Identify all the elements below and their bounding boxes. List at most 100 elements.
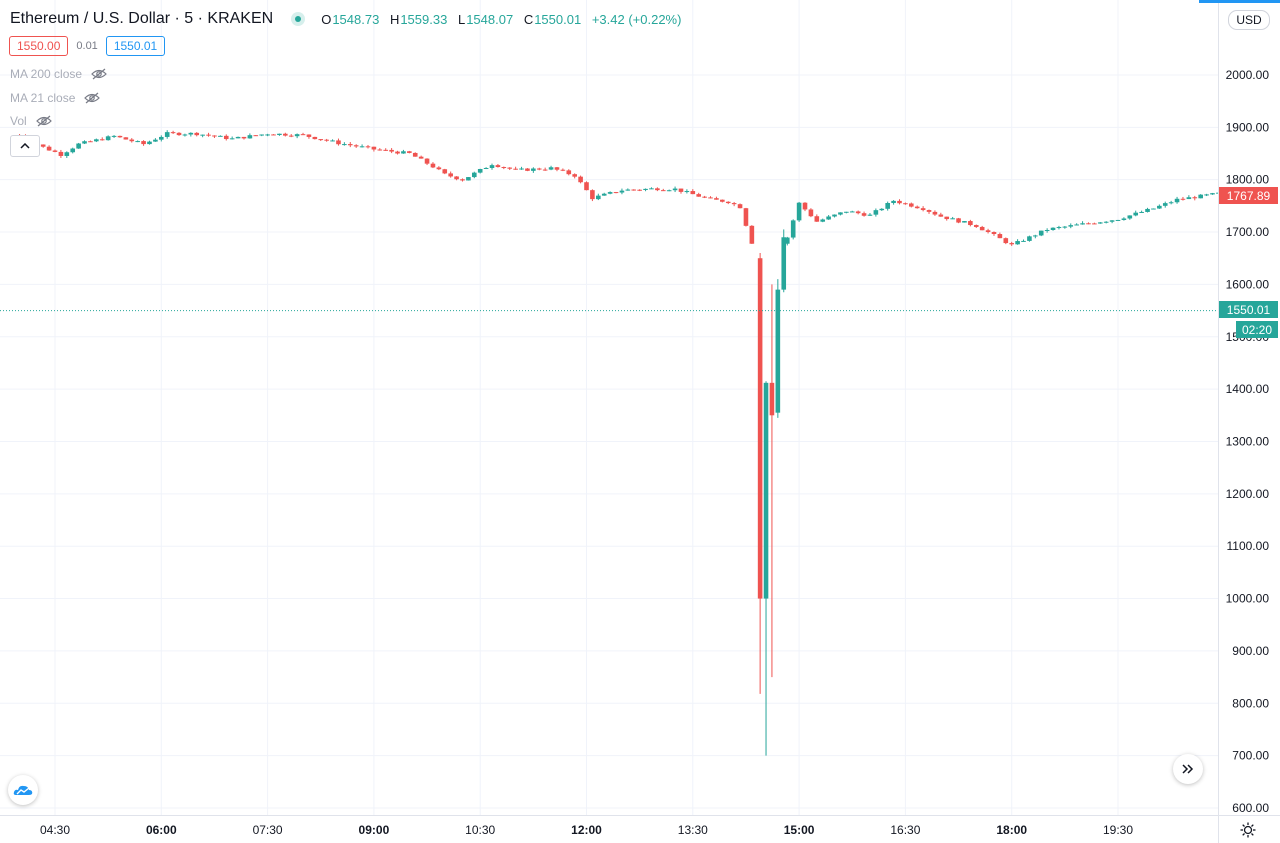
indicator-ma200[interactable]: MA 200 close (10, 67, 107, 81)
open-value: 1548.73 (332, 11, 380, 27)
candle (117, 135, 123, 138)
candle (590, 190, 595, 200)
x-tick-label: 19:30 (1103, 823, 1133, 837)
y-tick-label: 800.00 (1232, 696, 1269, 710)
candle (979, 226, 985, 231)
candle (466, 177, 471, 181)
candle (442, 169, 448, 174)
symbol-title[interactable]: Ethereum / U.S. Dollar · 5 · KRAKEN (10, 10, 274, 27)
close-value: 1550.01 (534, 11, 582, 27)
eye-off-icon[interactable] (91, 68, 107, 80)
spread-value: 0.01 (76, 40, 98, 52)
open-label: O (321, 11, 332, 27)
candle (1074, 224, 1079, 226)
y-tick-label: 900.00 (1232, 644, 1269, 658)
candle (253, 135, 259, 137)
candle (294, 134, 300, 137)
candle (501, 167, 507, 169)
candle (690, 191, 696, 195)
candle (1210, 193, 1215, 195)
candle (891, 200, 896, 204)
candle (1033, 235, 1038, 237)
buy-button[interactable]: 1550.01 (105, 36, 166, 56)
candle (531, 168, 536, 171)
x-tick-label: 18:00 (996, 823, 1027, 837)
candle (448, 173, 453, 177)
candle (1038, 230, 1044, 236)
candle (1121, 218, 1127, 220)
candle (129, 139, 135, 142)
crash-candle (775, 289, 781, 413)
candle (1168, 202, 1174, 204)
candle (105, 136, 111, 141)
candle (879, 208, 885, 211)
gear-icon (1240, 822, 1256, 838)
candle (507, 167, 513, 169)
crash-candle (781, 237, 787, 290)
candle (141, 141, 146, 145)
candle (1044, 230, 1050, 232)
change-value: +3.42 (+0.22%) (591, 11, 682, 27)
candle (796, 202, 802, 221)
candle (40, 144, 46, 147)
candle (1174, 198, 1180, 203)
candle (956, 218, 961, 223)
candle (666, 190, 672, 192)
candle (371, 146, 377, 150)
indicator-label: MA 200 close (10, 67, 83, 81)
scroll-to-realtime-button[interactable] (1173, 754, 1203, 784)
x-tick-label: 07:30 (253, 823, 283, 837)
candle (58, 151, 64, 156)
candle (200, 134, 205, 136)
candle (1097, 222, 1103, 224)
y-tick-label: 2000.00 (1226, 68, 1270, 82)
candle (708, 197, 713, 199)
y-tick-label: 1900.00 (1226, 120, 1270, 134)
candle (962, 221, 967, 223)
candle (1186, 197, 1192, 200)
indicator-volume[interactable]: Vol (10, 114, 52, 128)
settings-button[interactable] (1238, 820, 1258, 840)
sell-button[interactable]: 1550.00 (9, 36, 69, 56)
candle (1127, 215, 1133, 219)
logo-button[interactable] (8, 775, 38, 805)
candle (1050, 227, 1056, 231)
candle (725, 201, 731, 204)
candle (471, 172, 477, 178)
price-axis: 600.00 700.00 800.00 900.00 1000.00 1100.00 12… (1218, 0, 1270, 843)
eye-off-icon[interactable] (84, 92, 101, 104)
candle (525, 168, 530, 171)
candle (241, 136, 247, 139)
ohlc-values: O1548.73 H1559.33 L1548.07 C1550.01 +3.4… (321, 12, 688, 27)
candle (359, 146, 365, 148)
candle (655, 188, 660, 191)
indicator-ma21[interactable]: MA 21 close (10, 91, 101, 105)
collapse-legend-button[interactable] (10, 135, 40, 157)
candle (631, 189, 637, 191)
y-tick-label: 1200.00 (1226, 487, 1270, 501)
chart-grid (0, 0, 1218, 815)
candle (985, 230, 991, 233)
candle (1092, 223, 1097, 225)
candle (997, 234, 1003, 239)
candle (94, 139, 99, 142)
candle (483, 167, 489, 169)
candle (164, 132, 170, 137)
currency-button[interactable]: USD (1228, 10, 1270, 30)
candle (566, 170, 572, 175)
candle (194, 132, 200, 136)
bid-ask-quotes: 1550.00 0.01 1550.01 (9, 36, 166, 56)
y-tick-label: 1600.00 (1226, 277, 1270, 291)
candle (1080, 223, 1085, 225)
eye-off-icon[interactable] (35, 115, 52, 127)
candle (336, 140, 341, 145)
candle (596, 195, 601, 200)
candle (643, 188, 648, 190)
indicator-label: MA 21 close (10, 91, 76, 105)
candle (389, 149, 394, 152)
candle (914, 206, 920, 209)
candle (159, 136, 164, 140)
candle (519, 168, 524, 170)
candle (76, 143, 81, 149)
